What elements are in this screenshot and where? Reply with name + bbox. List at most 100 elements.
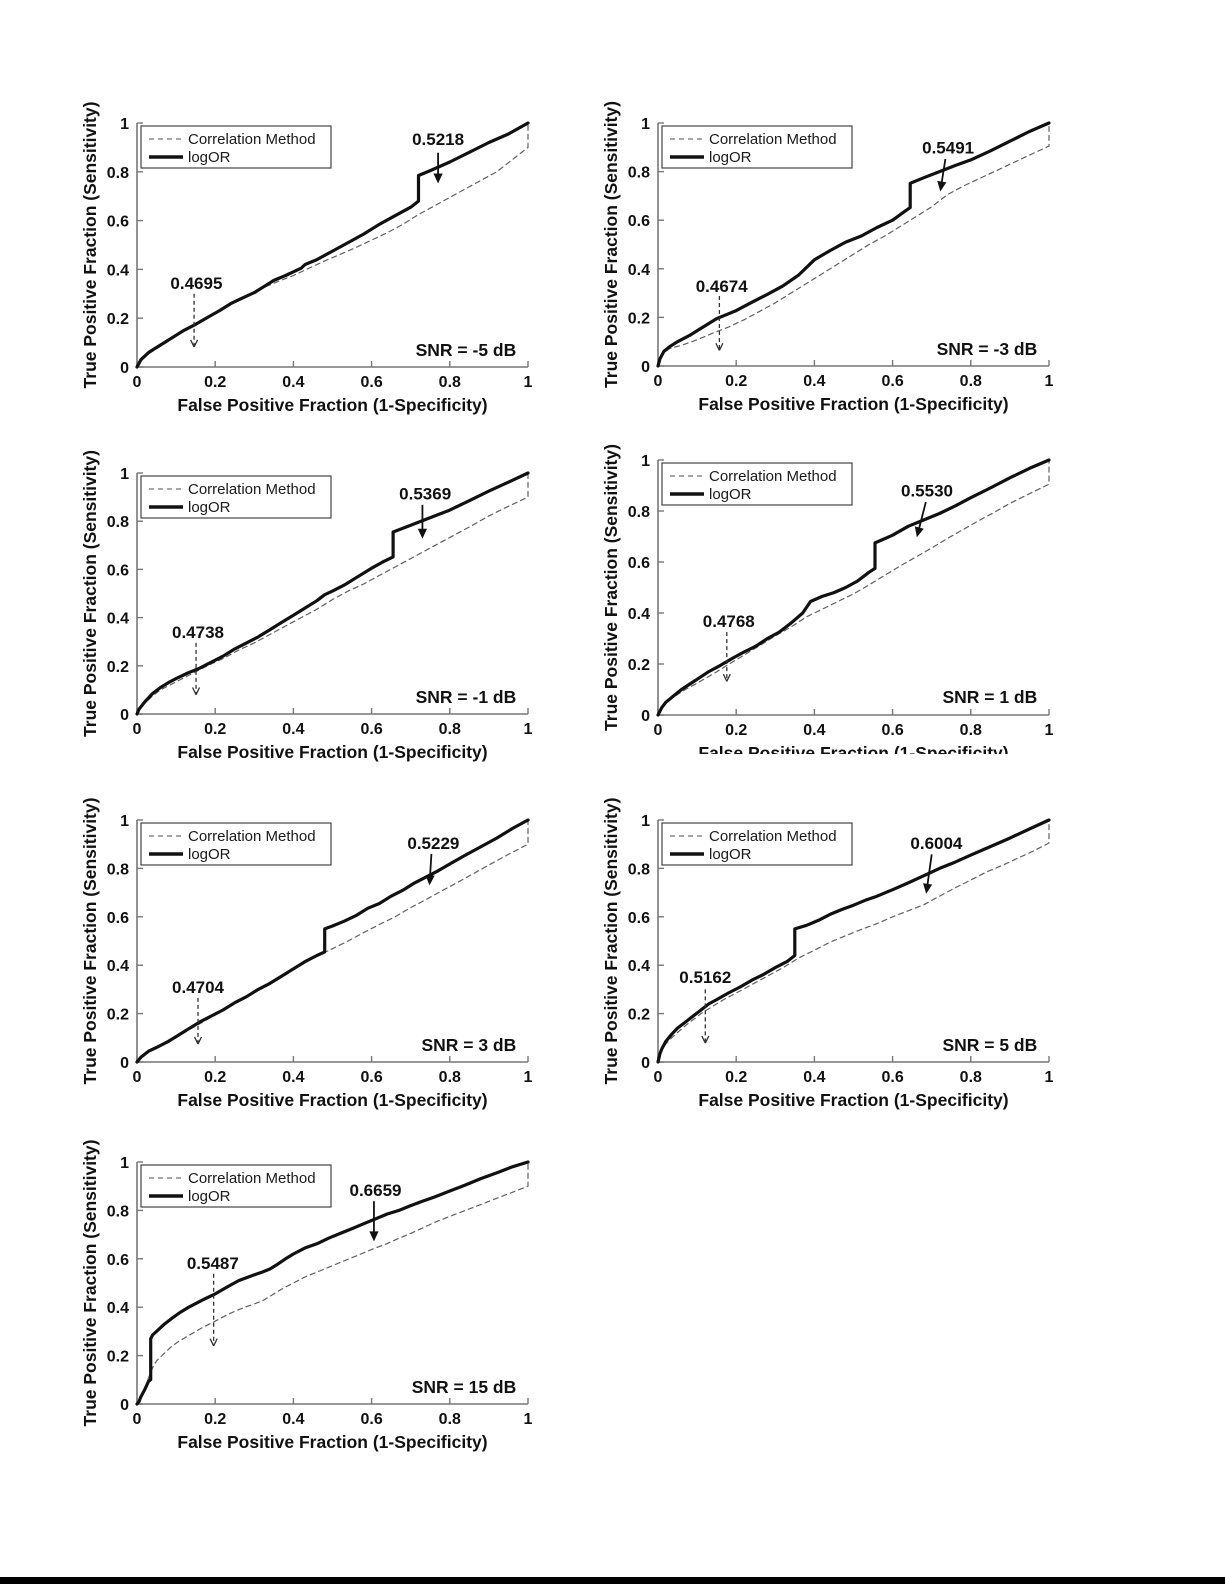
y-axis-label: True Positive Fraction (Sensitivity): [80, 1140, 100, 1427]
y-tick-label: 0.8: [628, 861, 650, 878]
arrowhead-filled: [425, 875, 435, 886]
y-axis-label: True Positive Fraction (Sensitivity): [80, 102, 100, 389]
roc-plot-svg: 0 0.2 0.4 0.6 0.8 1 0 0.2 0.4 0.6 0.8 1 False Positi…: [80, 798, 533, 1110]
y-tick-label: 0.2: [628, 310, 650, 327]
y-axis-label: True Positive Fraction (Sensitivity): [80, 798, 100, 1085]
bottom-black-bar: [0, 1577, 1225, 1584]
y-axis-label: True Positive Fraction (Sensitivity): [601, 101, 621, 388]
roc-plot-svg: 0 0.2 0.4 0.6 0.8 1 0 0.2 0.4 0.6 0.8 1 False Positi…: [80, 102, 533, 415]
x-tick-label: 0.8: [439, 721, 461, 738]
y-tick-label: 0.6: [628, 213, 650, 230]
roc-plot-svg: 0 0.2 0.4 0.6 0.8 1 0 0.2 0.4 0.6 0.8 1 False Positi…: [601, 444, 1054, 754]
legend-entry-logor: logOR: [188, 1188, 231, 1205]
auc-annotation-logor: 0.5229: [407, 834, 459, 853]
legend-entry-correlation: Correlation Method: [709, 468, 837, 485]
annotation-arrow-solid: [429, 853, 433, 879]
y-tick-label: 0.4: [628, 606, 650, 623]
x-axis-label: False Positive Fraction (1-Specificity): [177, 395, 487, 415]
x-tick-label: 0.4: [282, 1069, 304, 1086]
x-axis-label: False Positive Fraction (1-Specificity): [177, 1432, 487, 1452]
auc-annotation-correlation: 0.4704: [172, 978, 225, 997]
roc-curve-correlation: [657, 459, 1050, 716]
x-tick-label: 0.2: [204, 721, 226, 738]
y-axis-label: True Positive Fraction (Sensitivity): [601, 798, 621, 1085]
x-tick-label: 1: [1045, 1069, 1054, 1086]
arrowhead-open: [715, 342, 720, 351]
x-tick-label: 0.4: [803, 1069, 825, 1086]
arrowhead-open: [195, 687, 201, 696]
arrowhead-open: [704, 1035, 710, 1044]
y-tick-label: 0.2: [107, 659, 129, 676]
y-tick-label: 1: [120, 466, 129, 483]
legend-entry-logor: logOR: [188, 846, 231, 863]
arrowhead-open: [213, 1338, 218, 1347]
x-tick-label: 0: [654, 373, 663, 390]
annotation-arrow-solid: [926, 854, 933, 888]
annotation-arrow-solid: [940, 158, 947, 185]
y-tick-label: 0.2: [107, 1349, 129, 1366]
legend-entry-correlation: Correlation Method: [188, 828, 316, 845]
arrowhead-filled: [433, 173, 443, 184]
y-tick-label: 0.4: [107, 262, 129, 279]
roc-subplot-snr-minus1db: 0 0.2 0.4 0.6 0.8 1 0 0.2 0.4 0.6 0.8 1 False Positi…: [62, 445, 592, 785]
roc-curve-correlation: [136, 472, 529, 715]
y-tick-label: 0: [120, 1397, 129, 1414]
y-tick-label: 1: [641, 116, 650, 133]
arrowhead-filled: [937, 180, 947, 192]
legend-box: [661, 462, 853, 506]
y-tick-label: 0.4: [628, 262, 650, 279]
legend-entry-correlation: Correlation Method: [188, 1170, 316, 1187]
arrowhead-open: [726, 673, 731, 682]
x-tick-label: 0.6: [881, 722, 903, 739]
x-tick-label: 1: [524, 721, 533, 738]
x-tick-label: 0.6: [360, 374, 382, 391]
auc-annotation-correlation: 0.5487: [187, 1254, 239, 1273]
auc-annotation-correlation: 0.4695: [170, 274, 222, 293]
y-tick-label: 0.6: [628, 910, 650, 927]
y-tick-label: 0.4: [107, 611, 129, 628]
y-tick-label: 0.4: [107, 1300, 129, 1317]
y-tick-label: 1: [120, 116, 129, 133]
snr-label: SNR = -5 dB: [416, 340, 517, 360]
roc-curve-logor: [656, 458, 1051, 717]
arrowhead-open: [191, 687, 197, 696]
legend-entry-correlation: Correlation Method: [709, 131, 837, 148]
arrowhead-open: [718, 342, 724, 351]
y-tick-label: 0.4: [628, 958, 650, 975]
x-axis-label: False Positive Fraction (1-Specificity): [698, 394, 1008, 414]
y-tick-label: 0.2: [107, 311, 129, 328]
x-axis-label: False Positive Fraction (1-Specificity): [177, 742, 487, 762]
arrowhead-open: [722, 673, 728, 682]
arrowhead-open: [193, 339, 199, 348]
roc-subplot-snr-15db: 0 0.2 0.4 0.6 0.8 1 0 0.2 0.4 0.6 0.8 1 False Positi…: [62, 1134, 592, 1474]
x-tick-label: 0.6: [360, 1411, 382, 1428]
roc-subplot-snr-minus3db: 0 0.2 0.4 0.6 0.8 1 0 0.2 0.4 0.6 0.8 1 False Positi…: [583, 95, 1113, 435]
x-tick-label: 0: [654, 722, 663, 739]
auc-annotation-correlation: 0.4768: [703, 612, 755, 631]
x-tick-label: 1: [524, 374, 533, 391]
x-tick-label: 0.6: [360, 1069, 382, 1086]
y-tick-label: 0.6: [628, 555, 650, 572]
y-axis-label: True Positive Fraction (Sensitivity): [601, 444, 621, 731]
x-tick-label: 0.4: [282, 374, 304, 391]
legend-box: [661, 822, 853, 866]
legend-entry-logor: logOR: [709, 846, 752, 863]
y-tick-label: 0.8: [628, 165, 650, 182]
auc-annotation-logor: 0.5218: [412, 130, 464, 149]
legend-entry-logor: logOR: [709, 486, 752, 503]
roc-plot-svg: 0 0.2 0.4 0.6 0.8 1 0 0.2 0.4 0.6 0.8 1 False Positi…: [80, 450, 533, 762]
roc-subplot-snr-5db: 0 0.2 0.4 0.6 0.8 1 0 0.2 0.4 0.6 0.8 1 False Positi…: [583, 792, 1113, 1132]
y-tick-label: 0: [641, 708, 650, 725]
roc-subplot-snr-minus5db: 0 0.2 0.4 0.6 0.8 1 0 0.2 0.4 0.6 0.8 1 False Positi…: [62, 95, 592, 435]
roc-plot-svg: 0 0.2 0.4 0.6 0.8 1 0 0.2 0.4 0.6 0.8 1 False Positi…: [601, 798, 1054, 1110]
arrowhead-open: [701, 1035, 706, 1044]
x-axis-label: False Positive Fraction (1-Specificity): [177, 1090, 487, 1110]
x-tick-label: 0.6: [360, 721, 382, 738]
x-axis-label: False Positive Fraction (1-Specificity): [698, 1090, 1008, 1110]
x-tick-label: 0: [133, 1069, 142, 1086]
y-tick-label: 0.8: [107, 861, 129, 878]
arrowhead-filled: [914, 526, 924, 538]
roc-subplot-snr-1db: 0 0.2 0.4 0.6 0.8 1 0 0.2 0.4 0.6 0.8 1 False Positi…: [583, 432, 1113, 754]
legend-box: [140, 1164, 332, 1208]
x-tick-label: 0.8: [439, 1069, 461, 1086]
